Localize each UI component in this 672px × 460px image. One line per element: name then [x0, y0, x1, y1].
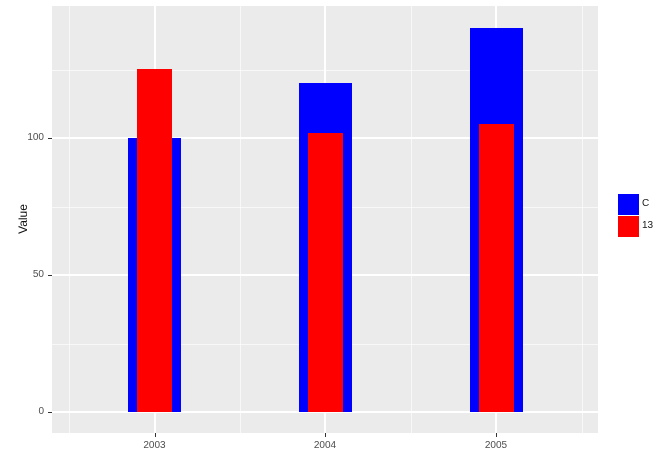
x-tick-label: 2003: [143, 440, 166, 451]
bar-13-2005: [479, 124, 514, 412]
y-tick-mark: [48, 138, 52, 139]
x-tick-mark: [325, 433, 326, 437]
legend-key-swatch: [618, 215, 639, 237]
y-tick-label: 100: [27, 132, 44, 143]
y-tick-mark: [48, 275, 52, 276]
bar-13-2003: [137, 69, 172, 412]
legend-label: 13: [642, 220, 654, 231]
x-tick-mark: [154, 433, 156, 437]
x-minor-gridline: [69, 6, 70, 433]
x-tick-mark: [496, 433, 497, 437]
plot-panel: [52, 6, 598, 433]
legend: C 13: [618, 193, 672, 237]
legend-entry: C: [618, 193, 672, 215]
x-minor-gridline: [582, 6, 583, 433]
bar-13-2004: [308, 133, 343, 412]
x-minor-gridline: [411, 6, 412, 433]
x-minor-gridline: [240, 6, 241, 433]
y-tick-mark: [48, 412, 52, 413]
legend-label: C: [642, 198, 650, 209]
legend-entry: 13: [618, 215, 672, 237]
y-tick-label: 50: [32, 269, 44, 280]
y-tick-label: 0: [38, 406, 44, 417]
y-axis-title: Value: [15, 204, 30, 234]
legend-key-swatch: [618, 193, 639, 215]
x-tick-label: 2005: [484, 440, 508, 451]
x-tick-label: 2004: [313, 440, 337, 451]
